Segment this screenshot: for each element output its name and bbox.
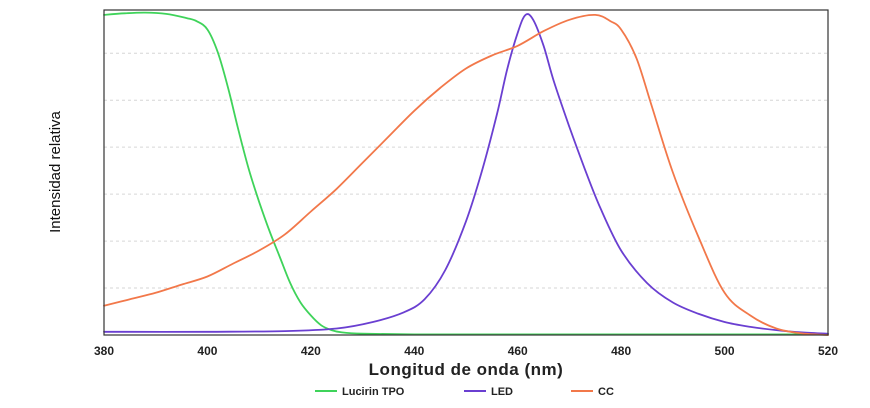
plot-frame (103, 9, 829, 336)
x-tick-label: 400 (197, 344, 217, 358)
x-tick-label: 500 (715, 344, 735, 358)
legend-label-cc: CC (598, 386, 614, 398)
x-tick-label: 440 (404, 344, 424, 358)
x-tick-label: 480 (611, 344, 631, 358)
legend: Lucirin TPO LED CC (315, 386, 614, 398)
x-tick-label: 460 (508, 344, 528, 358)
series-line-led (103, 13, 829, 335)
grid-lines (104, 52, 828, 289)
legend-label-lucirin: Lucirin TPO (342, 386, 405, 398)
series-lines (103, 11, 829, 336)
series-line-cc (103, 13, 829, 336)
x-tick-label: 520 (818, 344, 838, 358)
x-tick-labels: 380 400 420 440 460 480 500 520 (94, 344, 838, 358)
x-tick-label: 380 (94, 344, 114, 358)
series-line-lucirin-tpo (103, 11, 829, 336)
x-axis-label: Longitud de onda (nm) (369, 360, 564, 379)
y-axis-label: Intensidad relativa (47, 110, 64, 232)
legend-label-led: LED (491, 386, 513, 398)
x-tick-label: 420 (301, 344, 321, 358)
